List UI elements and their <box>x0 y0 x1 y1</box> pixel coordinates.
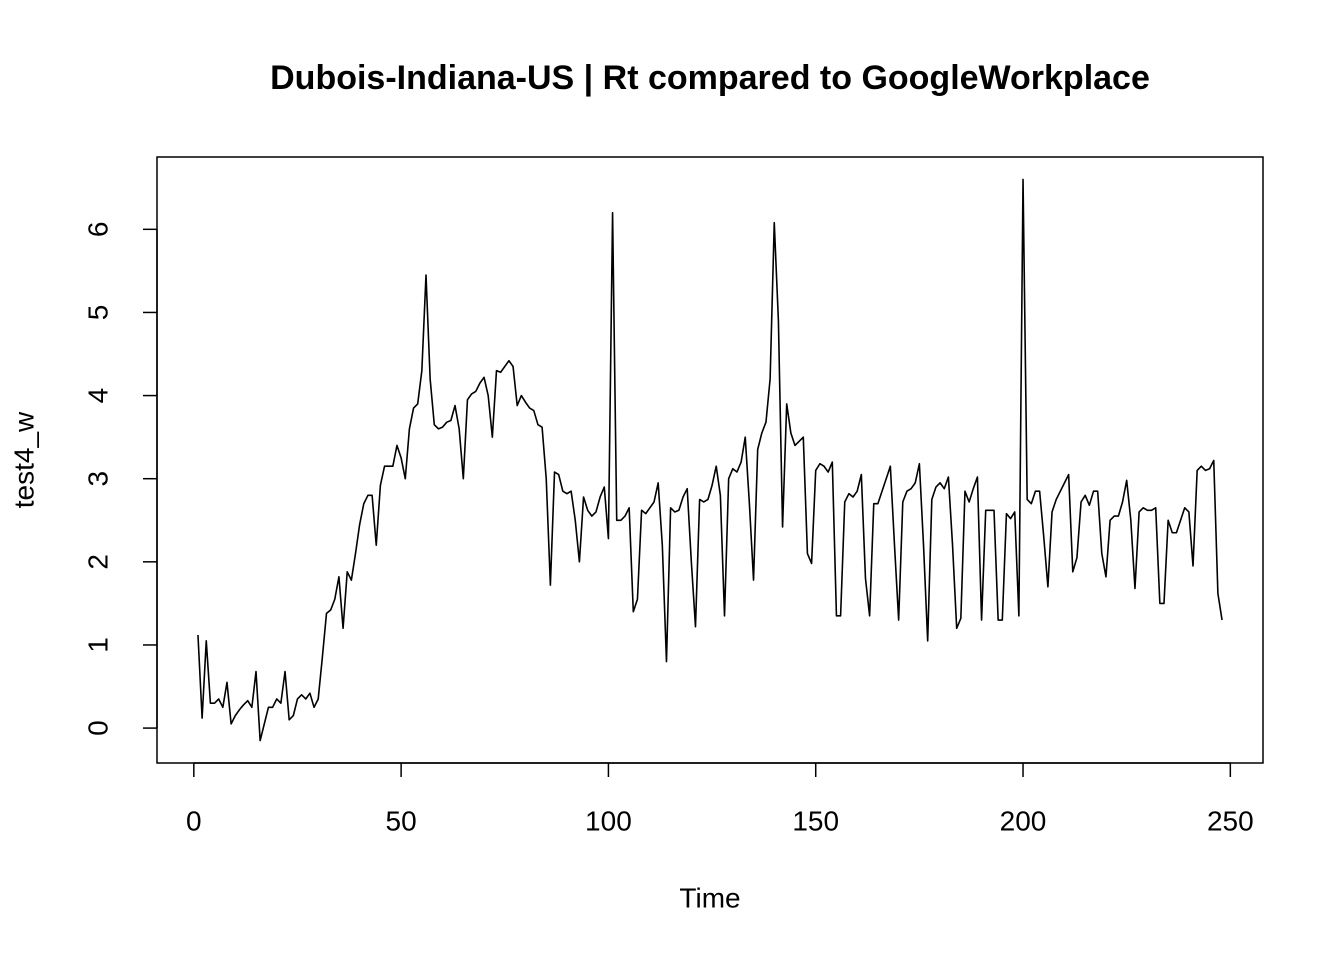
y-tick-label: 3 <box>82 471 113 487</box>
chart-title: Dubois-Indiana-US | Rt compared to Googl… <box>270 59 1150 97</box>
y-tick-label: 6 <box>82 222 113 238</box>
y-tick-label: 0 <box>82 720 113 736</box>
x-tick-label: 100 <box>585 805 632 836</box>
x-tick-label: 0 <box>186 805 202 836</box>
x-tick-label: 150 <box>792 805 839 836</box>
data-line <box>197 178 1223 742</box>
y-tick-label: 4 <box>82 388 113 404</box>
x-axis-label: Time <box>679 882 740 913</box>
y-tick-label: 5 <box>82 305 113 321</box>
y-tick-label: 2 <box>82 554 113 570</box>
x-tick-label: 50 <box>386 805 417 836</box>
x-tick-label: 200 <box>1000 805 1047 836</box>
x-tick-label: 250 <box>1207 805 1254 836</box>
plot-box <box>156 156 1264 764</box>
y-tick-label: 1 <box>82 637 113 653</box>
y-axis-label: test4_w <box>8 411 39 508</box>
